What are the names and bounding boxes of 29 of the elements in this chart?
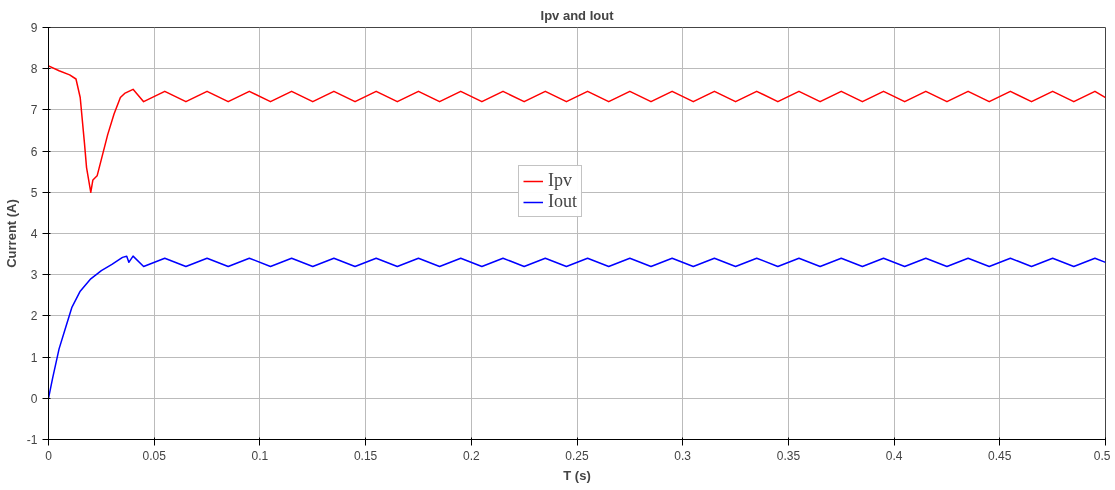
x-tick-label: 0.05 [142, 448, 167, 463]
y-tick-label: -1 [26, 433, 38, 447]
x-tick-label: 0.3 [674, 448, 692, 463]
y-tick-label: 4 [30, 227, 38, 241]
y-tick-label: 6 [30, 144, 38, 159]
y-tick-label: 3 [30, 268, 38, 283]
x-tick-label: 0.1 [251, 448, 269, 463]
x-tick-label: 0.5 [1093, 448, 1111, 463]
x-tick-label: 0.45 [988, 448, 1012, 463]
x-tick-label: 0.35 [776, 448, 801, 463]
y-axis-title: Current (A) [3, 199, 19, 268]
y-tick-label: 8 [30, 62, 38, 77]
y-tick-label: 0 [30, 391, 38, 406]
legend-label: Iout [548, 191, 577, 212]
y-tick-label: 9 [30, 21, 38, 35]
y-tick-label: 5 [30, 185, 38, 200]
x-axis-title: T (s) [563, 467, 591, 483]
line-series [48, 255, 1106, 400]
line-series [48, 65, 1106, 194]
legend-label: Ipv [548, 170, 572, 191]
x-tick-label: 0.4 [885, 448, 903, 463]
x-tick-label: 0.2 [462, 448, 480, 463]
x-tick-label: 0 [45, 448, 53, 463]
y-tick-label: 7 [30, 103, 38, 118]
y-tick-label: 1 [30, 350, 38, 365]
chart-title: Ipv and Iout [540, 7, 615, 23]
x-tick-label: 0.15 [353, 448, 378, 463]
y-tick-label: 2 [30, 309, 38, 324]
x-tick-label: 0.25 [565, 448, 589, 463]
